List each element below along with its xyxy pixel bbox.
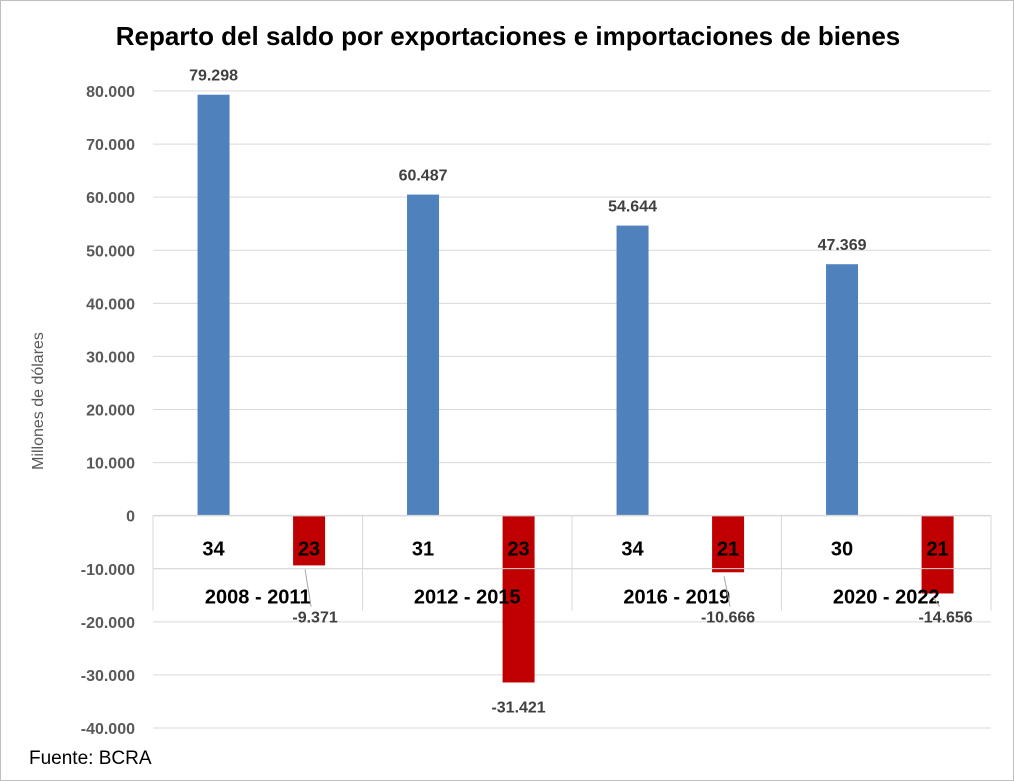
y-tick-label: -20.000 — [81, 615, 135, 632]
category-label: 2008 - 2011 — [205, 587, 311, 609]
data-label-leader — [933, 597, 940, 607]
sub-category-label: 34 — [621, 539, 644, 561]
sub-category-label: 21 — [717, 539, 739, 561]
bars — [197, 94, 954, 683]
sub-category-label: 31 — [412, 539, 434, 561]
source-note: Fuente: BCRA — [29, 748, 152, 769]
data-labels: 79.298 -9.371 60.487 -31.421 54.644 -10.666 47… — [189, 68, 973, 717]
sub-category-label: 30 — [831, 539, 853, 561]
data-label: -14.656 — [918, 610, 972, 627]
y-tick-label: 30.000 — [86, 349, 135, 366]
bar — [712, 515, 745, 573]
category-axis: 34 23 31 23 34 21 30 21 2008 - 2011 2012 - 2015 20… — [152, 514, 992, 611]
y-tick-label: -10.000 — [81, 562, 135, 579]
data-label-leader — [723, 576, 731, 607]
sub-category-label: 23 — [298, 539, 320, 561]
y-tick-label: 70.000 — [86, 137, 135, 154]
y-axis-label: Millones de dólares — [30, 332, 47, 470]
y-tick-label: 50.000 — [86, 243, 135, 260]
y-tick-label: 80.000 — [86, 84, 135, 101]
bar — [293, 515, 326, 566]
data-label: 47.369 — [818, 237, 867, 254]
y-tick-label: -40.000 — [81, 721, 135, 738]
category-label: 2016 - 2019 — [623, 587, 730, 609]
y-tick-label: -30.000 — [81, 668, 135, 685]
y-tick-label: 40.000 — [86, 296, 135, 313]
bar — [197, 94, 230, 516]
y-tick-label: 0 — [126, 509, 135, 526]
sub-category-label: 21 — [926, 539, 948, 561]
data-label-leader — [304, 569, 312, 607]
chart-title: Reparto del saldo por exportaciones e im… — [116, 21, 901, 51]
y-tick-label: 60.000 — [86, 190, 135, 207]
gridlines — [153, 90, 991, 729]
category-label: 2012 - 2015 — [414, 587, 521, 609]
y-axis-ticks: 80.000 70.000 60.000 50.000 40.000 30.000 20.0… — [81, 84, 135, 738]
data-label: 54.644 — [608, 199, 657, 216]
bar — [502, 515, 535, 683]
y-tick-label: 10.000 — [86, 456, 135, 473]
data-label: -9.371 — [292, 610, 337, 627]
bar — [921, 515, 954, 594]
bar — [616, 225, 649, 516]
bar — [407, 194, 440, 516]
sub-category-label: 23 — [507, 539, 529, 561]
data-label: 60.487 — [399, 168, 448, 185]
data-label: -31.421 — [491, 699, 545, 716]
y-tick-label: 20.000 — [86, 403, 135, 420]
data-label: 79.298 — [189, 68, 238, 85]
data-label: -10.666 — [701, 610, 755, 627]
sub-category-label: 34 — [202, 539, 225, 561]
bar — [826, 264, 859, 516]
category-label: 2020 - 2022 — [833, 587, 940, 609]
